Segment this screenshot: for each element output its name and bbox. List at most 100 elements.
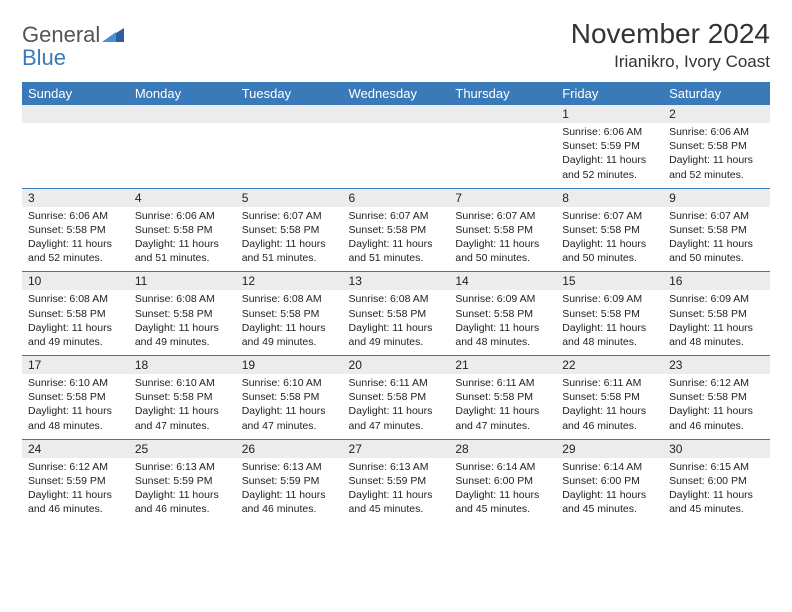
sunrise-line: Sunrise: 6:07 AM bbox=[455, 210, 535, 222]
sunrise-line: Sunrise: 6:11 AM bbox=[562, 377, 641, 389]
sunset-line: Sunset: 6:00 PM bbox=[669, 475, 747, 487]
details-row: Sunrise: 6:12 AM Sunset: 5:59 PM Daylight:… bbox=[22, 458, 770, 523]
details-row: Sunrise: 6:08 AM Sunset: 5:58 PM Daylight:… bbox=[22, 290, 770, 355]
daynum-row: 12 bbox=[22, 105, 770, 123]
details-cell bbox=[22, 123, 129, 188]
sunset-line: Sunset: 5:59 PM bbox=[242, 475, 320, 487]
daylight-line: Daylight: 11 hours and 48 minutes. bbox=[562, 322, 646, 348]
daynum-cell: 28 bbox=[449, 439, 556, 458]
sunset-line: Sunset: 5:59 PM bbox=[562, 140, 640, 152]
sunset-line: Sunset: 5:58 PM bbox=[135, 308, 213, 320]
details-cell: Sunrise: 6:08 AMSunset: 5:58 PMDaylight:… bbox=[343, 290, 450, 355]
dayname-sat: Saturday bbox=[663, 82, 770, 105]
sunrise-line: Sunrise: 6:09 AM bbox=[455, 293, 535, 305]
details-cell bbox=[343, 123, 450, 188]
sunrise-line: Sunrise: 6:10 AM bbox=[28, 377, 108, 389]
sunrise-line: Sunrise: 6:06 AM bbox=[669, 126, 749, 138]
sunset-line: Sunset: 5:58 PM bbox=[669, 391, 747, 403]
sunset-line: Sunset: 5:58 PM bbox=[28, 308, 106, 320]
sunset-line: Sunset: 5:58 PM bbox=[669, 308, 747, 320]
sunset-line: Sunset: 5:58 PM bbox=[455, 224, 533, 236]
calendar-body: 12 Sunrise: 6:06 AM Sunset: 5:59 PM Dayligh… bbox=[22, 105, 770, 522]
sunset-line: Sunset: 5:59 PM bbox=[28, 475, 106, 487]
details-cell: Sunrise: 6:14 AMSunset: 6:00 PMDaylight:… bbox=[449, 458, 556, 523]
brand-triangle-icon bbox=[102, 28, 124, 47]
details-cell: Sunrise: 6:07 AMSunset: 5:58 PMDaylight:… bbox=[663, 207, 770, 272]
daylight-line: Daylight: 11 hours and 52 minutes. bbox=[669, 154, 753, 180]
daynum-cell bbox=[22, 105, 129, 123]
daylight-line: Daylight: 11 hours and 46 minutes. bbox=[28, 489, 112, 515]
daylight-line: Daylight: 11 hours and 52 minutes. bbox=[28, 238, 112, 264]
daynum-row: 10111213141516 bbox=[22, 272, 770, 291]
dayname-sun: Sunday bbox=[22, 82, 129, 105]
brand-logo: General Blue bbox=[22, 24, 124, 70]
calendar-table: Sunday Monday Tuesday Wednesday Thursday… bbox=[22, 82, 770, 522]
daynum-cell: 20 bbox=[343, 356, 450, 375]
sunrise-line: Sunrise: 6:09 AM bbox=[562, 293, 642, 305]
daynum-cell: 22 bbox=[556, 356, 663, 375]
details-cell bbox=[236, 123, 343, 188]
details-cell: Sunrise: 6:08 AM Sunset: 5:58 PM Daylight:… bbox=[22, 290, 129, 355]
daynum-cell: 1 bbox=[556, 105, 663, 123]
sunset-line: Sunset: 5:58 PM bbox=[28, 391, 106, 403]
daylight-line: Daylight: 11 hours and 47 minutes. bbox=[135, 405, 219, 431]
daylight-line: Daylight: 11 hours and 52 minutes. bbox=[562, 154, 646, 180]
details-cell: Sunrise: 6:06 AMSunset: 5:58 PMDaylight:… bbox=[129, 207, 236, 272]
sunset-line: Sunset: 6:00 PM bbox=[562, 475, 640, 487]
dayname-row: Sunday Monday Tuesday Wednesday Thursday… bbox=[22, 82, 770, 105]
daynum-cell: 29 bbox=[556, 439, 663, 458]
daylight-line: Daylight: 11 hours and 50 minutes. bbox=[669, 238, 753, 264]
month-title: November 2024 bbox=[571, 18, 770, 50]
details-cell: Sunrise: 6:11 AMSunset: 5:58 PMDaylight:… bbox=[556, 374, 663, 439]
sunrise-line: Sunrise: 6:14 AM bbox=[455, 461, 535, 473]
daylight-line: Daylight: 11 hours and 46 minutes. bbox=[669, 405, 753, 431]
daynum-cell bbox=[236, 105, 343, 123]
daynum-cell: 15 bbox=[556, 272, 663, 291]
daynum-cell: 13 bbox=[343, 272, 450, 291]
sunset-line: Sunset: 5:58 PM bbox=[562, 308, 640, 320]
sunrise-line: Sunrise: 6:08 AM bbox=[28, 293, 108, 305]
details-cell: Sunrise: 6:10 AMSunset: 5:58 PMDaylight:… bbox=[22, 374, 129, 439]
sunset-line: Sunset: 5:58 PM bbox=[349, 391, 427, 403]
sunset-line: Sunset: 5:58 PM bbox=[242, 224, 320, 236]
details-cell: Sunrise: 6:15 AMSunset: 6:00 PMDaylight:… bbox=[663, 458, 770, 523]
sunrise-line: Sunrise: 6:07 AM bbox=[242, 210, 322, 222]
daynum-cell: 27 bbox=[343, 439, 450, 458]
daynum-cell: 17 bbox=[22, 356, 129, 375]
details-cell: Sunrise: 6:12 AMSunset: 5:58 PMDaylight:… bbox=[663, 374, 770, 439]
daylight-line: Daylight: 11 hours and 49 minutes. bbox=[28, 322, 112, 348]
details-row: Sunrise: 6:10 AM Sunset: 5:58 PM Daylight:… bbox=[22, 374, 770, 439]
daynum-cell: 12 bbox=[236, 272, 343, 291]
details-cell: Sunrise: 6:10 AMSunset: 5:58 PMDaylight:… bbox=[129, 374, 236, 439]
sunrise-line: Sunrise: 6:09 AM bbox=[669, 293, 749, 305]
details-cell: Sunrise: 6:07 AMSunset: 5:58 PMDaylight:… bbox=[556, 207, 663, 272]
sunrise-line: Sunrise: 6:14 AM bbox=[562, 461, 642, 473]
dayname-wed: Wednesday bbox=[343, 82, 450, 105]
sunset-line: Sunset: 5:58 PM bbox=[28, 224, 106, 236]
details-cell: Sunrise: 6:08 AMSunset: 5:58 PMDaylight:… bbox=[236, 290, 343, 355]
sunrise-line: Sunrise: 6:13 AM bbox=[349, 461, 429, 473]
calendar-page: General Blue November 2024 Irianikro, Iv… bbox=[0, 0, 792, 540]
sunset-line: Sunset: 5:58 PM bbox=[242, 308, 320, 320]
daynum-row: 3456789 bbox=[22, 188, 770, 207]
details-cell: Sunrise: 6:09 AMSunset: 5:58 PMDaylight:… bbox=[663, 290, 770, 355]
sunset-line: Sunset: 5:58 PM bbox=[455, 308, 533, 320]
details-cell: Sunrise: 6:07 AMSunset: 5:58 PMDaylight:… bbox=[449, 207, 556, 272]
sunset-line: Sunset: 5:58 PM bbox=[562, 391, 640, 403]
daylight-line: Daylight: 11 hours and 46 minutes. bbox=[242, 489, 326, 515]
sunrise-line: Sunrise: 6:07 AM bbox=[669, 210, 749, 222]
daynum-cell: 30 bbox=[663, 439, 770, 458]
sunrise-line: Sunrise: 6:12 AM bbox=[28, 461, 108, 473]
dayname-fri: Friday bbox=[556, 82, 663, 105]
daynum-cell: 25 bbox=[129, 439, 236, 458]
sunset-line: Sunset: 5:58 PM bbox=[562, 224, 640, 236]
details-cell: Sunrise: 6:07 AMSunset: 5:58 PMDaylight:… bbox=[343, 207, 450, 272]
sunset-line: Sunset: 5:58 PM bbox=[349, 224, 427, 236]
details-cell: Sunrise: 6:13 AMSunset: 5:59 PMDaylight:… bbox=[236, 458, 343, 523]
sunrise-line: Sunrise: 6:06 AM bbox=[28, 210, 108, 222]
details-cell bbox=[449, 123, 556, 188]
daylight-line: Daylight: 11 hours and 45 minutes. bbox=[455, 489, 539, 515]
sunset-line: Sunset: 5:58 PM bbox=[349, 308, 427, 320]
sunset-line: Sunset: 5:58 PM bbox=[455, 391, 533, 403]
details-cell: Sunrise: 6:12 AM Sunset: 5:59 PM Daylight:… bbox=[22, 458, 129, 523]
